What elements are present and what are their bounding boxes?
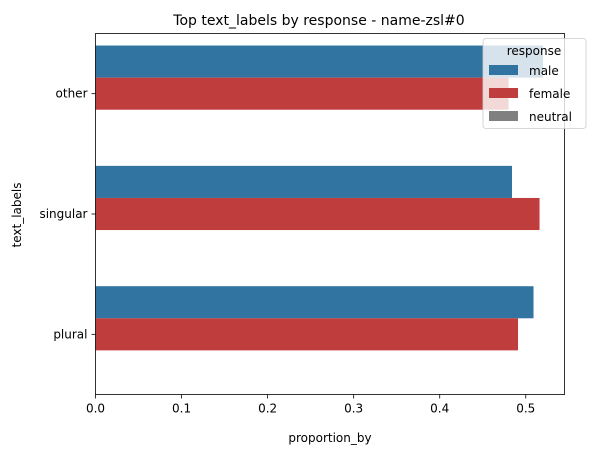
x-tick-label-5: 0.5 [516,402,535,416]
legend-label-female: female [529,87,570,101]
bar-other-male [95,45,543,78]
chart-title: Top text_labels by response - name-zsl#0 [172,13,464,29]
legend-swatch-male [489,65,518,75]
x-tick-label-2: 0.2 [258,402,277,416]
legend-swatch-neutral [489,111,518,121]
y-tick-label-plural: plural [53,327,87,341]
y-axis: other singular plural [39,87,96,341]
x-tick-label-4: 0.4 [430,402,449,416]
bar-plural-female [95,318,519,351]
bar-plural-male [95,286,534,319]
bars-layer [95,45,543,351]
legend-title: response [507,44,562,58]
legend-label-neutral: neutral [529,110,572,124]
bar-other-female [95,77,509,110]
legend-swatch-female [489,88,518,98]
bar-singular-female [95,197,540,231]
legend: response male female neutral [482,38,587,129]
x-tick-label-3: 0.3 [344,402,363,416]
legend-box [482,38,587,129]
y-tick-label-singular: singular [39,207,87,221]
y-tick-label-other: other [56,87,88,101]
y-axis-title: text_labels [10,183,24,248]
x-tick-label-0: 0.0 [86,402,105,416]
legend-label-male: male [529,64,559,78]
x-tick-label-1: 0.1 [172,402,191,416]
x-axis: 0.0 0.1 0.2 0.3 0.4 0.5 [86,394,535,416]
bar-singular-male [95,165,513,198]
x-axis-title: proportion_by [288,431,371,445]
